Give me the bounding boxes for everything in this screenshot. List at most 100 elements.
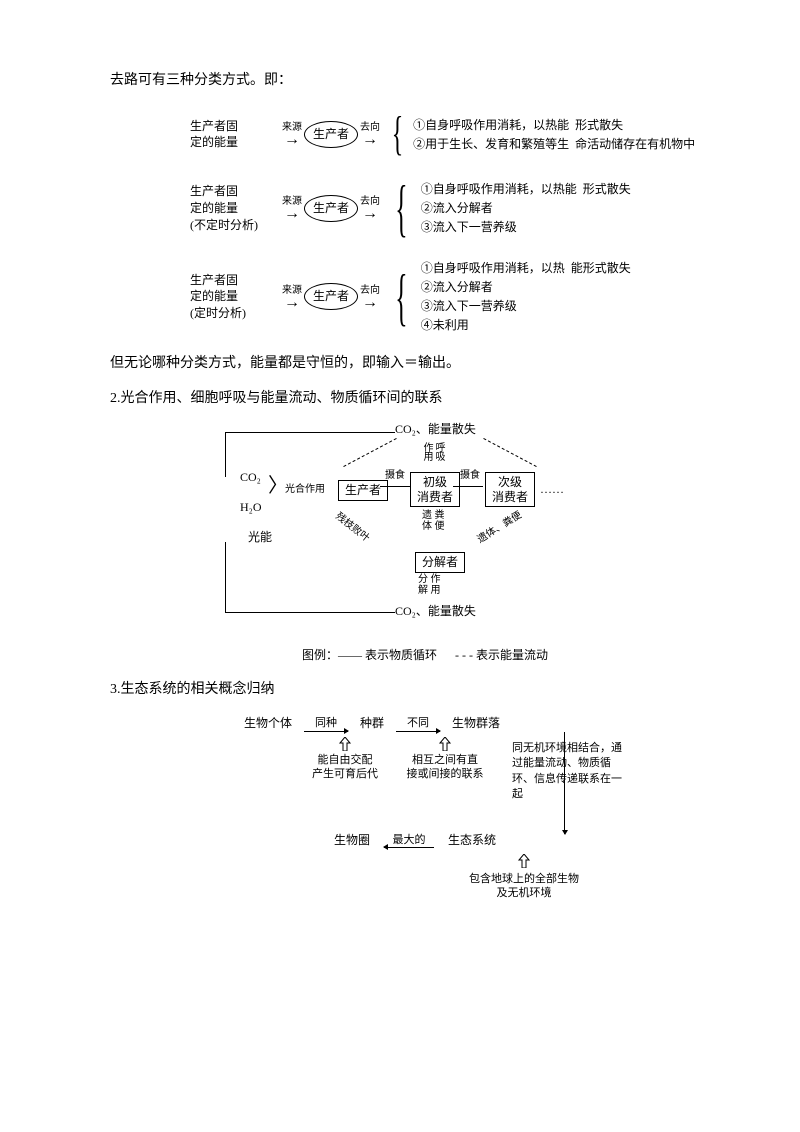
d3-l3: (定时分析) bbox=[190, 306, 246, 320]
item: ②流入分解者 bbox=[421, 199, 631, 217]
decomp-action: 分 作解 用 bbox=[418, 574, 441, 596]
down-arrow-icon bbox=[562, 830, 568, 835]
s3a: 包含地球上的全部生物 bbox=[469, 873, 579, 885]
d2-left: 生产者固 定的能量 (不定时分析) bbox=[190, 183, 280, 233]
brace-items: ①自身呼吸作用消耗，以热能 形式散失 ②流入分解者 ③流入下一营养级 bbox=[421, 179, 631, 237]
bracket-icon: 〉 bbox=[268, 474, 288, 498]
s2a: 相互之间有直 bbox=[412, 754, 478, 766]
legend-dashed: - - - 表示能量流动 bbox=[455, 648, 548, 662]
co2-label: CO₂ bbox=[240, 470, 261, 484]
node-biosphere: 生物圈 bbox=[330, 831, 374, 850]
consumer1-box: 初级消费者 bbox=[410, 472, 460, 507]
consumer2-box: 次级消费者 bbox=[485, 472, 535, 507]
line bbox=[225, 432, 395, 433]
vline bbox=[564, 732, 565, 834]
line bbox=[380, 486, 410, 487]
resp-label: 呼吸作用 bbox=[420, 442, 444, 460]
arrow-dest: 去向 → bbox=[360, 194, 380, 222]
arrow-source: 来源 → bbox=[282, 120, 302, 148]
dline bbox=[343, 438, 396, 467]
d3-l2: 定的能量 bbox=[190, 289, 238, 303]
concept-row-2: 生物圈 最大的 生态系统 bbox=[330, 831, 660, 850]
d2-l2: 定的能量 bbox=[190, 201, 238, 215]
heading-3: 3.生态系统的相关概念归纳 bbox=[110, 679, 720, 701]
arrow-source: 来源 → bbox=[282, 283, 302, 311]
side-text: 同无机环境相结合，通过能量流动、物质循环、信息传递联系在一起 bbox=[512, 741, 632, 803]
arrow-dest: 去向 → bbox=[360, 120, 380, 148]
arrow-line-icon bbox=[384, 847, 434, 848]
arrow-icon: → bbox=[284, 295, 300, 311]
s1a: 能自由交配 bbox=[318, 754, 373, 766]
h2o-label: H₂O bbox=[240, 500, 262, 514]
item: ②用于生长、发育和繁殖等生 命活动储存在有机物中 bbox=[413, 135, 695, 153]
brace-icon: { bbox=[392, 110, 404, 158]
node-population: 种群 bbox=[356, 714, 388, 733]
up-arrow-icon bbox=[515, 854, 533, 868]
arrow-same: 同种 bbox=[304, 715, 348, 732]
d1-left: 生产者固 定的能量 bbox=[190, 118, 280, 152]
line bbox=[225, 612, 395, 613]
brace-group: { ①自身呼吸作用消耗，以热 能形式散失 ②流入分解者 ③流入下一营养级 ④未利… bbox=[386, 258, 631, 335]
brace-items: ①自身呼吸作用消耗，以热 能形式散失 ②流入分解者 ③流入下一营养级 ④未利用 bbox=[421, 258, 631, 335]
arrow-line-icon bbox=[304, 731, 348, 732]
dline bbox=[483, 438, 536, 467]
s3b: 及无机环境 bbox=[497, 887, 552, 899]
brace-icon: { bbox=[395, 265, 407, 329]
producer-node: 生产者 bbox=[304, 195, 358, 222]
co2-top: CO₂、能量散失 bbox=[395, 422, 476, 436]
item: ②流入分解者 bbox=[421, 278, 631, 296]
arrow-diff: 不同 bbox=[396, 715, 440, 732]
c1b: 消费者 bbox=[417, 490, 453, 504]
up-arrow-icon bbox=[336, 737, 354, 751]
brace-group: { ①自身呼吸作用消耗，以热能 形式散失 ②用于生长、发育和繁殖等生 命活动储存… bbox=[386, 110, 695, 158]
decomposer-box: 分解者 bbox=[415, 552, 465, 572]
item: ④未利用 bbox=[421, 316, 631, 334]
eat-label-2: 摄食 bbox=[460, 470, 480, 482]
dots: …… bbox=[540, 482, 564, 496]
node-individual: 生物个体 bbox=[240, 714, 296, 733]
sub1: 能自由交配产生可育后代 bbox=[290, 753, 400, 782]
item: ③流入下一营养级 bbox=[421, 297, 631, 315]
producer-node: 生产者 bbox=[304, 121, 358, 148]
d3-left: 生产者固 定的能量 (定时分析) bbox=[190, 272, 280, 322]
c1a: 初级 bbox=[423, 475, 447, 489]
c2b: 消费者 bbox=[492, 490, 528, 504]
legend-solid: 图例：—— 表示物质循环 bbox=[302, 648, 437, 662]
legend: 图例：—— 表示物质循环 - - - 表示能量流动 bbox=[210, 646, 640, 665]
co2-bottom: CO₂、能量散失 bbox=[395, 604, 476, 618]
eat-label-1: 摄食 bbox=[385, 470, 405, 482]
cycle-diagram: CO₂、能量散失 CO₂ H₂O 光能 光合作用 〉 生产者 初级消费者 次级消… bbox=[210, 422, 640, 665]
brace-group: { ①自身呼吸作用消耗，以热能 形式散失 ②流入分解者 ③流入下一营养级 bbox=[386, 176, 631, 240]
d2-l1: 生产者固 bbox=[190, 184, 238, 198]
remain2-label: 遗体、粪便 bbox=[476, 510, 525, 547]
item: ①自身呼吸作用消耗，以热 能形式散失 bbox=[421, 259, 631, 277]
vline bbox=[225, 432, 226, 477]
mid-text: 但无论哪种分类方式，能量都是守恒的，即输入＝输出。 bbox=[110, 353, 720, 375]
arrow-dest: 去向 → bbox=[360, 283, 380, 311]
d1-l1: 生产者固 bbox=[190, 119, 238, 133]
item: ①自身呼吸作用消耗，以热能 形式散失 bbox=[421, 180, 631, 198]
sub3: 包含地球上的全部生物及无机环境 bbox=[469, 872, 579, 901]
concept-row-1: 生物个体 同种 种群 不同 生物群落 bbox=[240, 714, 660, 733]
arrow-icon: → bbox=[362, 132, 378, 148]
concept-sub-1: 能自由交配产生可育后代 相互之间有直接或间接的联系 同无机环境相结合，通过能量流… bbox=[240, 735, 660, 803]
line bbox=[453, 486, 483, 487]
node-community: 生物群落 bbox=[448, 714, 504, 733]
arrow-line-icon bbox=[396, 731, 440, 732]
diagram-3: 生产者固 定的能量 (定时分析) 来源 → 生产者 去向 → { ①自身呼吸作用… bbox=[190, 258, 720, 335]
sub2: 相互之间有直接或间接的联系 bbox=[390, 753, 500, 782]
producer-box: 生产者 bbox=[338, 480, 388, 500]
concept-diagram: 生物个体 同种 种群 不同 生物群落 能自由交配产生可育后代 相互之间有直接或间… bbox=[240, 714, 660, 901]
arrow-largest: 最大的 bbox=[384, 832, 434, 849]
s2b: 接或间接的联系 bbox=[407, 768, 484, 780]
heading-2: 2.光合作用、细胞呼吸与能量流动、物质循环间的联系 bbox=[110, 388, 720, 410]
item: ①自身呼吸作用消耗，以热能 形式散失 bbox=[413, 116, 695, 134]
diagram-1: 生产者固 定的能量 来源 → 生产者 去向 → { ①自身呼吸作用消耗，以热能 … bbox=[190, 110, 720, 158]
cycle-canvas: CO₂、能量散失 CO₂ H₂O 光能 光合作用 〉 生产者 初级消费者 次级消… bbox=[210, 422, 640, 642]
remain-label: 遗 粪体 便 bbox=[422, 510, 445, 532]
brace-items: ①自身呼吸作用消耗，以热能 形式散失 ②用于生长、发育和繁殖等生 命活动储存在有… bbox=[413, 115, 695, 154]
deadleaf-label: 残枝败叶 bbox=[333, 511, 372, 545]
d3-l1: 生产者固 bbox=[190, 273, 238, 287]
diagram-2: 生产者固 定的能量 (不定时分析) 来源 → 生产者 去向 → { ①自身呼吸作… bbox=[190, 176, 720, 240]
producer-node: 生产者 bbox=[304, 283, 358, 310]
